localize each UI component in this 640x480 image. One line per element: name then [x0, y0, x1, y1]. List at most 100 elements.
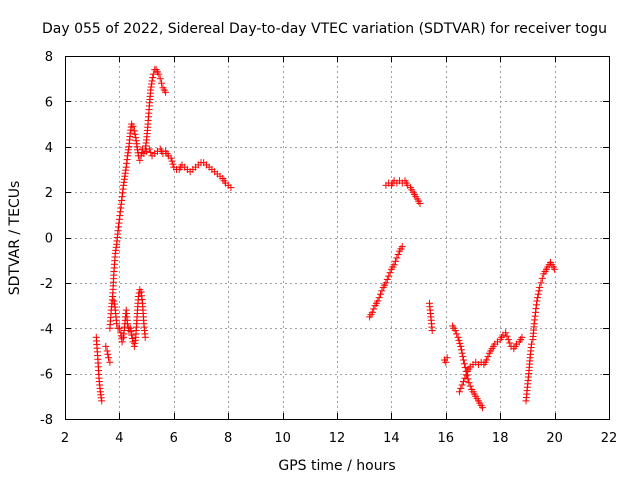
- data-point-marker: [458, 349, 466, 357]
- data-point-marker: [130, 127, 138, 135]
- x-tick-label: 20: [546, 431, 563, 446]
- data-point-marker: [105, 354, 113, 362]
- data-point-marker: [456, 339, 464, 347]
- data-point-marker: [398, 243, 406, 251]
- x-tick-label: 22: [601, 431, 618, 446]
- data-point-marker: [377, 290, 385, 298]
- y-tick-label: -6: [40, 368, 53, 383]
- x-tick-label: 10: [274, 431, 291, 446]
- data-point-marker: [390, 261, 398, 269]
- data-point-marker: [102, 342, 110, 350]
- data-point-marker: [455, 388, 463, 396]
- data-point-marker: [394, 251, 402, 259]
- data-point-marker: [129, 122, 137, 130]
- y-tick-label: -4: [40, 322, 53, 337]
- data-point-marker: [103, 347, 111, 355]
- data-point-marker: [533, 297, 541, 305]
- data-point-marker: [127, 328, 135, 336]
- data-point-marker: [385, 272, 393, 280]
- data-point-marker: [536, 283, 544, 291]
- y-axis-label: SDTVAR / TECUs: [7, 181, 23, 296]
- data-point-marker: [484, 353, 492, 361]
- data-point-marker: [134, 292, 142, 300]
- data-point-marker: [169, 160, 177, 168]
- data-point-marker: [527, 340, 535, 348]
- data-point-marker: [374, 297, 382, 305]
- data-point-marker: [462, 371, 470, 379]
- y-tick-label: -8: [40, 413, 53, 428]
- data-point-marker: [461, 364, 469, 372]
- data-point-marker: [534, 290, 542, 298]
- data-point-marker: [131, 130, 139, 138]
- data-point-marker: [148, 77, 156, 85]
- data-point-marker: [118, 338, 126, 346]
- x-tick-label: 16: [438, 431, 455, 446]
- data-point-marker: [503, 332, 511, 340]
- x-tick-label: 12: [329, 431, 346, 446]
- data-point-marker: [126, 324, 134, 332]
- data-point-marker: [506, 339, 514, 347]
- data-point-marker: [368, 308, 376, 316]
- data-point-marker: [518, 333, 526, 341]
- axis-ticks: [65, 56, 610, 420]
- grid-lines: [65, 56, 609, 419]
- data-point-marker: [106, 358, 114, 366]
- data-point-marker: [464, 375, 472, 383]
- data-point-marker: [162, 88, 170, 96]
- x-tick-label: 4: [115, 431, 123, 446]
- data-point-marker: [535, 287, 543, 295]
- data-point-marker: [375, 294, 383, 302]
- data-point-marker: [383, 275, 391, 283]
- data-point-marker: [442, 358, 450, 366]
- data-point-marker: [145, 145, 153, 153]
- data-point-marker: [502, 329, 510, 337]
- x-tick-label: 18: [492, 431, 509, 446]
- data-point-marker: [113, 320, 121, 328]
- data-point-marker: [458, 381, 466, 389]
- data-point-marker: [128, 331, 136, 339]
- x-tick-label: 8: [224, 431, 232, 446]
- data-point-marker: [158, 79, 166, 87]
- data-point-marker: [428, 327, 436, 335]
- data-point-marker: [136, 156, 144, 164]
- data-point-marker: [460, 360, 468, 368]
- data-point-marker: [167, 154, 175, 162]
- data-point-marker: [227, 184, 235, 192]
- y-tick-label: 4: [45, 141, 53, 156]
- data-point-marker: [393, 254, 401, 262]
- data-point-marker: [483, 356, 491, 364]
- data-point-marker: [453, 330, 461, 338]
- data-point-marker: [466, 382, 474, 390]
- data-point-marker: [386, 269, 394, 277]
- x-tick-label: 6: [170, 431, 178, 446]
- data-point-marker: [382, 279, 390, 287]
- data-point-marker: [538, 274, 546, 282]
- data-point-marker: [461, 374, 469, 382]
- data-point-marker: [459, 353, 467, 361]
- data-point-marker: [98, 397, 106, 405]
- data-point-marker: [115, 324, 123, 332]
- x-tick-labels: 2 4 6 8 10 12 14 16 18 20 22: [61, 431, 617, 446]
- data-point-marker: [391, 257, 399, 265]
- y-tick-label: -2: [40, 277, 53, 292]
- x-tick-label: 14: [383, 431, 400, 446]
- data-point-marker: [416, 199, 424, 207]
- data-point-marker: [168, 157, 176, 165]
- data-point-marker: [465, 379, 473, 387]
- data-point-marker: [551, 265, 559, 273]
- y-tick-label: 8: [45, 50, 53, 65]
- data-point-marker: [459, 356, 467, 364]
- data-point-marker: [104, 350, 112, 358]
- data-point-marker: [534, 294, 542, 302]
- data-series-sdtvar: [92, 66, 559, 412]
- y-tick-labels: -8 -6 -4 -2 0 2 4 6 8: [40, 50, 53, 428]
- data-point-marker: [141, 333, 149, 341]
- data-point-marker: [149, 74, 157, 82]
- data-point-marker: [457, 346, 465, 354]
- x-axis-label: GPS time / hours: [278, 458, 395, 474]
- y-tick-label: 0: [45, 232, 53, 247]
- y-tick-label: 2: [45, 186, 53, 201]
- data-point-marker: [370, 305, 378, 313]
- data-point-marker: [457, 342, 465, 350]
